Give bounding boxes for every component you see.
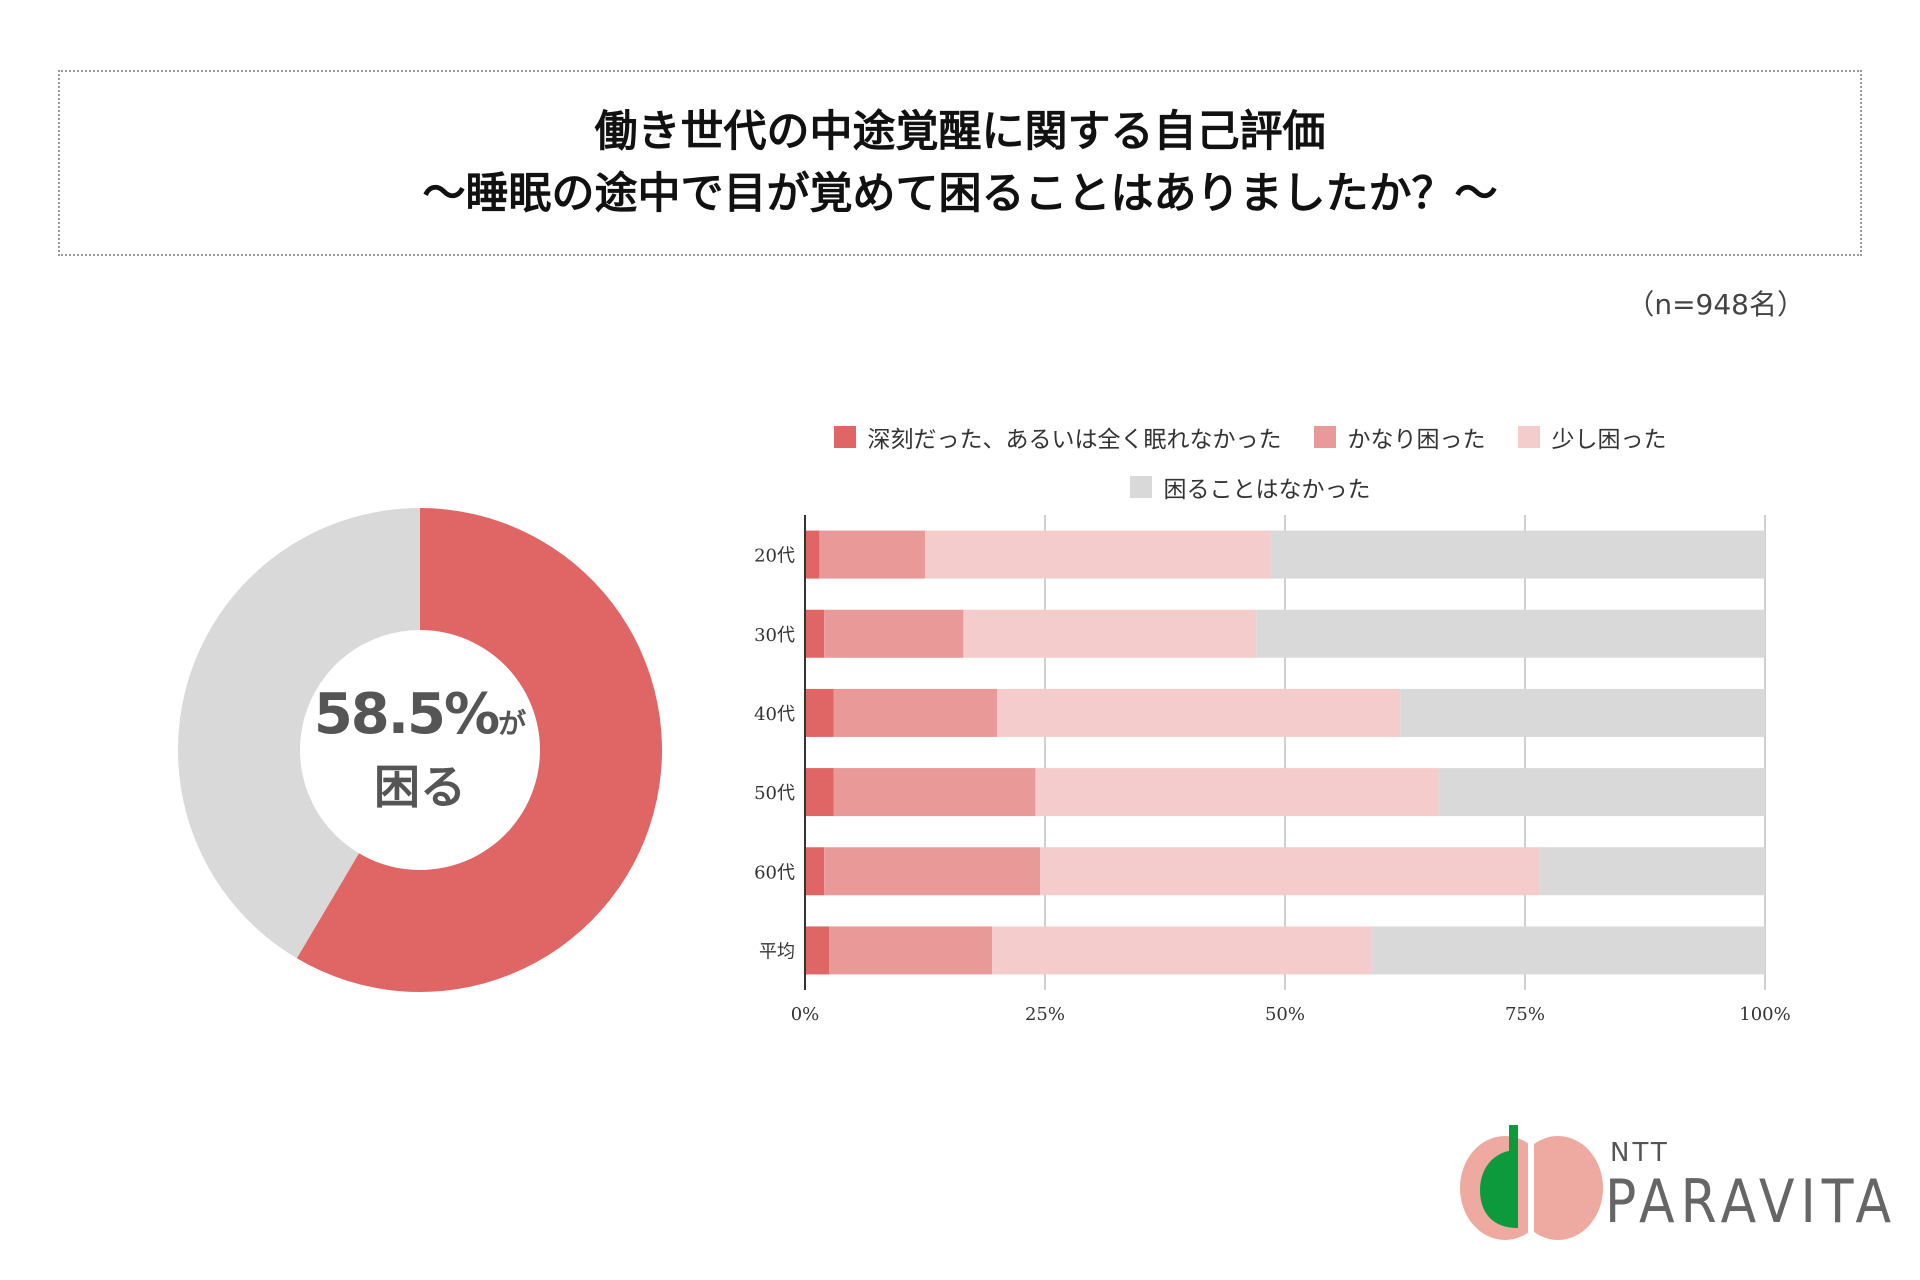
logo-paravita-text: PARAVITA: [1605, 1168, 1898, 1237]
bar-segment: [805, 768, 834, 817]
bar-segment: [1371, 926, 1765, 975]
bar-segment: [829, 926, 993, 975]
legend-item: 少し困った: [1517, 420, 1667, 454]
legend-label: かなり困った: [1347, 427, 1486, 453]
y-category-label: 40代: [754, 704, 795, 725]
bar-segment: [1270, 530, 1765, 579]
bar-segment: [833, 768, 1036, 817]
bar-segment: [833, 688, 997, 737]
donut-center-label: 58.5%が 困る: [270, 682, 570, 817]
legend-swatch: [1129, 476, 1152, 498]
bar-segment: [992, 926, 1372, 975]
y-category-label: 60代: [754, 862, 795, 883]
bar-segment: [805, 926, 829, 975]
title-box: 働き世代の中途覚醒に関する自己評価 〜睡眠の途中で目が覚めて困ることはありました…: [58, 70, 1862, 256]
bar-segment: [1040, 847, 1540, 896]
logo-ntt-text: NTT: [1610, 1138, 1670, 1168]
legend-label: 困ることはなかった: [1163, 477, 1371, 503]
bar-segment: [1400, 688, 1765, 737]
legend-swatch: [1313, 426, 1336, 448]
y-category-label: 20代: [754, 546, 795, 567]
bar-segment: [925, 530, 1271, 579]
x-tick-label: 0%: [791, 1004, 820, 1025]
sample-size-label: （n=948名）: [1626, 288, 1805, 321]
y-category-label: 30代: [754, 625, 795, 646]
bar-segment: [805, 609, 825, 658]
logo-right-shape: [1513, 1136, 1603, 1240]
bar-segment: [1256, 609, 1765, 658]
legend-label: 少し困った: [1551, 427, 1667, 453]
legend-item: 深刻だった、あるいは全く眠れなかった: [833, 420, 1282, 454]
legend-item: かなり困った: [1313, 420, 1486, 454]
x-tick-label: 75%: [1505, 1004, 1545, 1025]
donut-value-suffix: が: [498, 707, 527, 740]
bar-segment: [819, 530, 925, 579]
donut-value: 58.5%: [313, 682, 500, 747]
legend-label: 深刻だった、あるいは全く眠れなかった: [867, 427, 1282, 453]
chart-title-line2: 〜睡眠の途中で目が覚めて困ることはありましたか？〜: [422, 169, 1498, 219]
x-tick-label: 50%: [1265, 1004, 1305, 1025]
paravita-logo-mark: [1460, 1125, 1603, 1240]
bar-segment: [824, 847, 1041, 896]
chart-title-line1: 働き世代の中途覚醒に関する自己評価: [594, 107, 1326, 157]
logo-leaf: [1480, 1150, 1518, 1228]
bar-segment: [963, 609, 1257, 658]
donut-slice-0: [296, 508, 663, 993]
bar-segment: [1035, 768, 1439, 817]
bar-segment: [805, 688, 834, 737]
bar-segment: [805, 847, 825, 896]
bar-segment: [997, 688, 1401, 737]
donut-slice-1: [178, 508, 420, 959]
legend-swatch: [833, 426, 856, 448]
bar-segment: [1539, 847, 1765, 896]
bar-segment: [805, 530, 820, 579]
logo-gap: [1528, 1130, 1534, 1240]
logo-stem: [1509, 1125, 1518, 1153]
bar-segment: [824, 609, 964, 658]
donut-chart: [178, 508, 663, 993]
y-category-label: 50代: [754, 783, 795, 804]
legend-swatch: [1517, 426, 1540, 448]
donut-line2: 困る: [374, 760, 466, 814]
legend-item: 困ることはなかった: [1129, 470, 1371, 504]
x-tick-label: 100%: [1739, 1004, 1790, 1025]
chart-legend: 深刻だった、あるいは全く眠れなかった かなり困った 少し困った困ることはなかった: [760, 420, 1740, 504]
x-tick-label: 25%: [1025, 1004, 1065, 1025]
y-category-label: 平均: [759, 941, 795, 962]
bar-segment: [1438, 768, 1765, 817]
